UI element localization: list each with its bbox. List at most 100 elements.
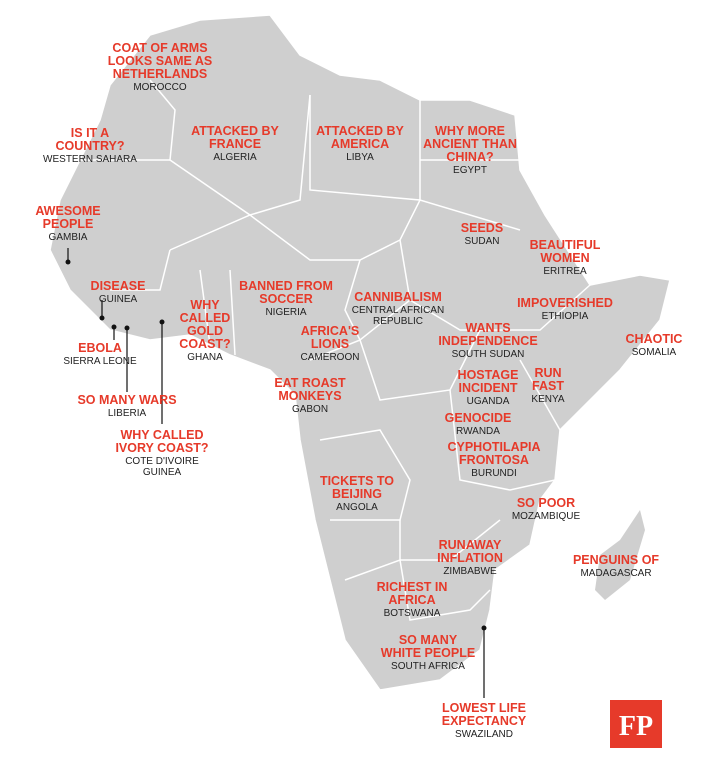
label-phrase: RUN bbox=[534, 366, 561, 380]
label-phrase: MONKEYS bbox=[278, 389, 341, 403]
label-phrase: SO POOR bbox=[517, 496, 575, 510]
leader-dot bbox=[99, 315, 105, 321]
label-country: WESTERN SAHARA bbox=[43, 154, 137, 165]
label-phrase: CYPHOTILAPIA bbox=[447, 440, 540, 454]
label-phrase: ATTACKED BY bbox=[191, 124, 279, 138]
label-country: SOUTH SUDAN bbox=[452, 349, 525, 360]
label-phrase: GENOCIDE bbox=[445, 411, 512, 425]
africa bbox=[49, 14, 671, 691]
label-country: MOROCCO bbox=[133, 82, 187, 93]
label-phrase: TICKETS TO bbox=[320, 474, 394, 488]
label-phrase: AMERICA bbox=[331, 137, 389, 151]
label-phrase: LIONS bbox=[311, 337, 349, 351]
leader-dot bbox=[124, 325, 130, 331]
label-phrase: SEEDS bbox=[461, 221, 503, 235]
label-country: ALGERIA bbox=[213, 152, 257, 163]
leader-lines bbox=[65, 248, 487, 698]
label-phrase: CHAOTIC bbox=[626, 332, 683, 346]
label-country: EGYPT bbox=[453, 165, 487, 176]
leader-dot bbox=[159, 319, 165, 325]
label-phrase: DISEASE bbox=[91, 279, 146, 293]
label-country: SOUTH AFRICA bbox=[391, 661, 465, 672]
label-phrase: CHINA? bbox=[446, 150, 493, 164]
label-phrase: AFRICA'S bbox=[301, 324, 360, 338]
label-phrase: FRANCE bbox=[209, 137, 261, 151]
label-country: MADAGASCAR bbox=[580, 568, 651, 579]
label-country: GHANA bbox=[187, 352, 223, 363]
label-country: LIBYA bbox=[346, 152, 374, 163]
label-country: ANGOLA bbox=[336, 502, 378, 513]
label-phrase: EAT ROAST bbox=[274, 376, 346, 390]
label-phrase: HOSTAGE bbox=[458, 368, 519, 382]
label-phrase: EBOLA bbox=[78, 341, 122, 355]
logo: FP bbox=[610, 700, 662, 748]
label-country: MOZAMBIQUE bbox=[512, 511, 581, 522]
label-country: GUINEA bbox=[99, 294, 138, 305]
landmass bbox=[49, 14, 671, 691]
label-phrase: WHY bbox=[190, 298, 220, 312]
label-phrase: INFLATION bbox=[437, 551, 503, 565]
label-phrase: AWESOME bbox=[35, 204, 100, 218]
label-phrase: IVORY COAST? bbox=[115, 441, 208, 455]
label-country: LIBERIA bbox=[108, 408, 147, 419]
label-phrase: IS IT A bbox=[71, 126, 109, 140]
label-phrase: BEAUTIFUL bbox=[530, 238, 601, 252]
label-phrase: WHY MORE bbox=[435, 124, 505, 138]
label-country: CENTRAL AFRICAN bbox=[352, 305, 444, 316]
label-phrase: FAST bbox=[532, 379, 564, 393]
leader-dot bbox=[65, 259, 71, 265]
label-phrase: COAT OF ARMS bbox=[112, 41, 207, 55]
label-phrase: RUNAWAY bbox=[439, 538, 502, 552]
label-phrase: ANCIENT THAN bbox=[423, 137, 517, 151]
logo-box bbox=[610, 700, 662, 748]
label-phrase: BANNED FROM bbox=[239, 279, 333, 293]
logo-text: FP bbox=[619, 711, 653, 742]
label-country: BOTSWANA bbox=[384, 608, 441, 619]
label-phrase: NETHERLANDS bbox=[113, 67, 207, 81]
label-phrase: INCIDENT bbox=[458, 381, 517, 395]
label-phrase: GOLD bbox=[187, 324, 223, 338]
label-phrase: SO MANY bbox=[399, 633, 458, 647]
label-country: ETHIOPIA bbox=[542, 311, 589, 322]
label-country: SIERRA LEONE bbox=[63, 356, 137, 367]
label-country: NIGERIA bbox=[265, 307, 306, 318]
label-phrase: ATTACKED BY bbox=[316, 124, 404, 138]
label-country: UGANDA bbox=[467, 396, 510, 407]
label-country: GUINEA bbox=[143, 467, 182, 478]
label-phrase: PEOPLE bbox=[43, 217, 94, 231]
madagascar-shape bbox=[595, 510, 645, 600]
label-phrase: LOOKS SAME AS bbox=[108, 54, 212, 68]
label-phrase: FRONTOSA bbox=[459, 453, 529, 467]
label-country: SWAZILAND bbox=[455, 729, 513, 740]
label-phrase: BEIJING bbox=[332, 487, 382, 501]
label-phrase: EXPECTANCY bbox=[442, 714, 527, 728]
label-phrase: RICHEST IN bbox=[377, 580, 448, 594]
label-phrase: CANNIBALISM bbox=[354, 290, 442, 304]
label-country: RWANDA bbox=[456, 426, 500, 437]
label-phrase: AFRICA bbox=[388, 593, 435, 607]
label-country: ERITREA bbox=[543, 266, 587, 277]
label-country: GAMBIA bbox=[49, 232, 88, 243]
label-phrase: CALLED bbox=[180, 311, 231, 325]
label-country: CAMEROON bbox=[301, 352, 360, 363]
label-phrase: IMPOVERISHED bbox=[517, 296, 613, 310]
label-phrase: WHITE PEOPLE bbox=[381, 646, 475, 660]
label-phrase: SOCCER bbox=[259, 292, 312, 306]
label-country: SOMALIA bbox=[632, 347, 677, 358]
label-country: KENYA bbox=[531, 394, 564, 405]
borders bbox=[80, 79, 591, 621]
label-country: GABON bbox=[292, 404, 328, 415]
label-country: REPUBLIC bbox=[373, 316, 423, 327]
leader-dot bbox=[111, 324, 117, 330]
label-phrase: COUNTRY? bbox=[56, 139, 125, 153]
label-country: BURUNDI bbox=[471, 468, 517, 479]
label-country: COTE D'IVOIRE bbox=[125, 456, 199, 467]
label-phrase: PENGUINS OF bbox=[573, 553, 659, 567]
label-phrase: LOWEST LIFE bbox=[442, 701, 526, 715]
label-phrase: SO MANY WARS bbox=[77, 393, 176, 407]
label-phrase: WOMEN bbox=[540, 251, 589, 265]
label-phrase: WANTS bbox=[465, 321, 510, 335]
label-phrase: COAST? bbox=[179, 337, 230, 351]
